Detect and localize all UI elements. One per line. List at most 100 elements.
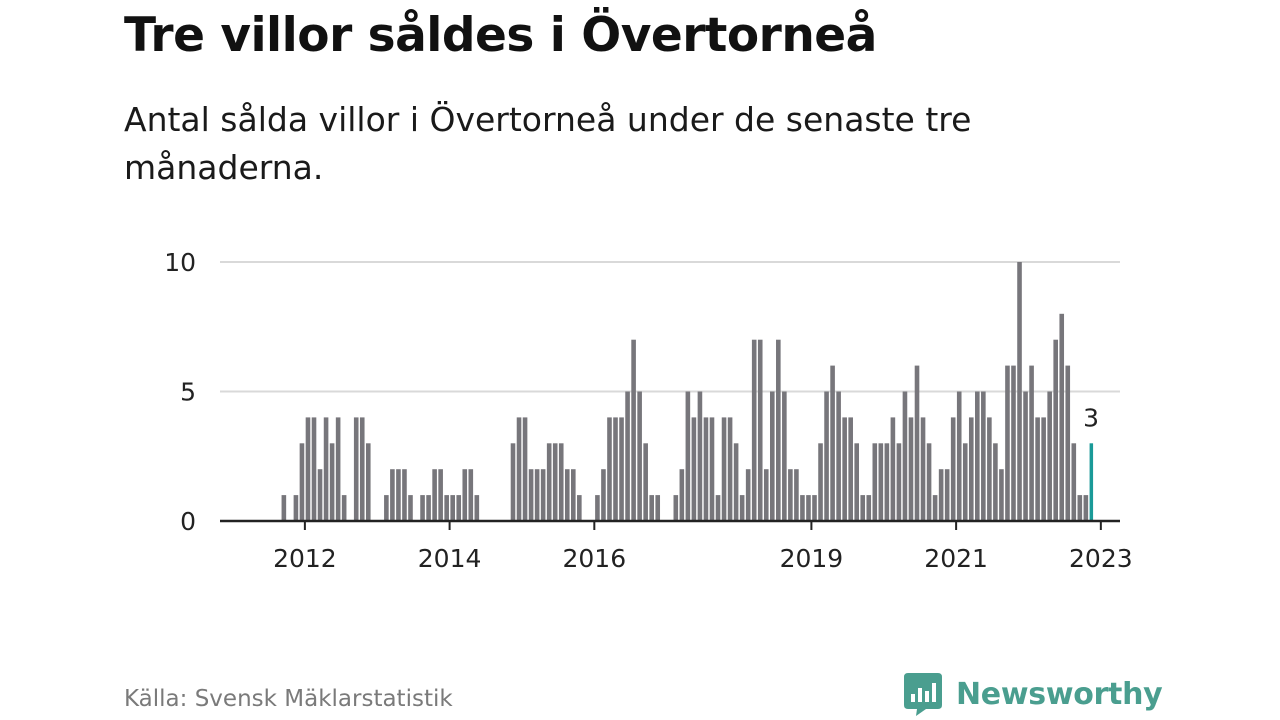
- bar: [769, 391, 775, 521]
- bar: [444, 495, 449, 521]
- bar: [950, 417, 956, 521]
- bar: [757, 339, 763, 521]
- bar: [673, 495, 679, 521]
- bar: [691, 417, 697, 521]
- grid-lines: [220, 261, 1120, 393]
- bar: [1017, 262, 1022, 521]
- bar: [462, 469, 468, 521]
- x-tick-label: 2023: [1069, 544, 1133, 573]
- bar: [432, 469, 437, 521]
- bar: [365, 443, 371, 521]
- bar: [564, 469, 570, 521]
- bar: [902, 391, 908, 521]
- bar: [655, 495, 661, 521]
- bar: [776, 339, 781, 521]
- bar: [305, 417, 311, 521]
- bar: [987, 417, 992, 521]
- bar: [396, 469, 401, 521]
- bar: [926, 443, 932, 521]
- bar: [619, 417, 624, 521]
- x-tick-label: 2014: [418, 544, 482, 573]
- bar: [438, 469, 443, 521]
- bar: [999, 469, 1004, 521]
- bar: [293, 495, 299, 521]
- bar: [818, 443, 823, 521]
- bar: [800, 495, 805, 521]
- latest-value-label: 3: [1083, 403, 1099, 432]
- bar: [402, 469, 407, 521]
- bar: [721, 417, 727, 521]
- bar: [866, 495, 872, 521]
- bar: [1071, 443, 1077, 521]
- bar: [715, 495, 721, 521]
- bar: [703, 417, 709, 521]
- bar: [812, 495, 817, 521]
- y-tick-label: 10: [164, 248, 196, 277]
- bar: [510, 443, 516, 521]
- bar: [878, 443, 884, 521]
- bar: [848, 417, 853, 521]
- bar: [552, 443, 558, 521]
- bar: [546, 443, 552, 521]
- bar: [794, 469, 799, 521]
- bar: [450, 495, 455, 521]
- bar: [788, 469, 793, 521]
- bar: [353, 417, 359, 521]
- bar: [914, 365, 920, 521]
- bar: [299, 443, 305, 521]
- bar: [981, 391, 986, 521]
- bar: [420, 495, 425, 521]
- bar: [860, 495, 866, 521]
- bar: [311, 417, 317, 521]
- bar: [896, 443, 902, 521]
- bar: [528, 469, 534, 521]
- bar: [1083, 495, 1089, 521]
- bar: [1059, 313, 1065, 521]
- bar: [709, 417, 715, 521]
- bar: [679, 469, 685, 521]
- bar: [595, 495, 600, 521]
- bar: [341, 495, 347, 521]
- bar: [806, 495, 811, 521]
- bar: [359, 417, 365, 521]
- axes: [220, 519, 1120, 530]
- bar: [474, 495, 480, 521]
- bar: [516, 417, 522, 521]
- bar: [1011, 365, 1016, 521]
- bar: [830, 365, 835, 521]
- bar: [468, 469, 474, 521]
- bar: [631, 339, 636, 521]
- bar: [908, 417, 914, 521]
- bar: [625, 391, 630, 521]
- bar: [384, 495, 389, 521]
- bar: [408, 495, 413, 521]
- bar: [281, 495, 287, 521]
- bar: [607, 417, 612, 521]
- bar: [733, 443, 739, 521]
- x-tick-label: 2019: [780, 544, 844, 573]
- bar: [884, 443, 890, 521]
- bar: [920, 417, 926, 521]
- tick-labels: 0 5 10 3 2012 2014 2016 2019 2021 2023: [164, 248, 1132, 573]
- bar: [854, 443, 860, 521]
- bar: [968, 417, 974, 521]
- bar: [643, 443, 648, 521]
- bar: [975, 391, 980, 521]
- bar: [993, 443, 998, 521]
- bar: [534, 469, 540, 521]
- bar: [1041, 417, 1046, 521]
- bar: [697, 391, 703, 521]
- bar: [335, 417, 341, 521]
- source-note: Källa: Svensk Mäklarstatistik: [124, 686, 453, 712]
- bar: [782, 391, 787, 521]
- x-tick-label: 2012: [273, 544, 337, 573]
- bar: [613, 417, 618, 521]
- newsworthy-logo-icon: [904, 673, 942, 716]
- bar: [962, 443, 968, 521]
- bar: [932, 495, 938, 521]
- bar: [649, 495, 654, 521]
- bar-latest: [1089, 443, 1094, 521]
- bar: [872, 443, 878, 521]
- bar: [317, 469, 323, 521]
- y-tick-label: 5: [180, 378, 196, 407]
